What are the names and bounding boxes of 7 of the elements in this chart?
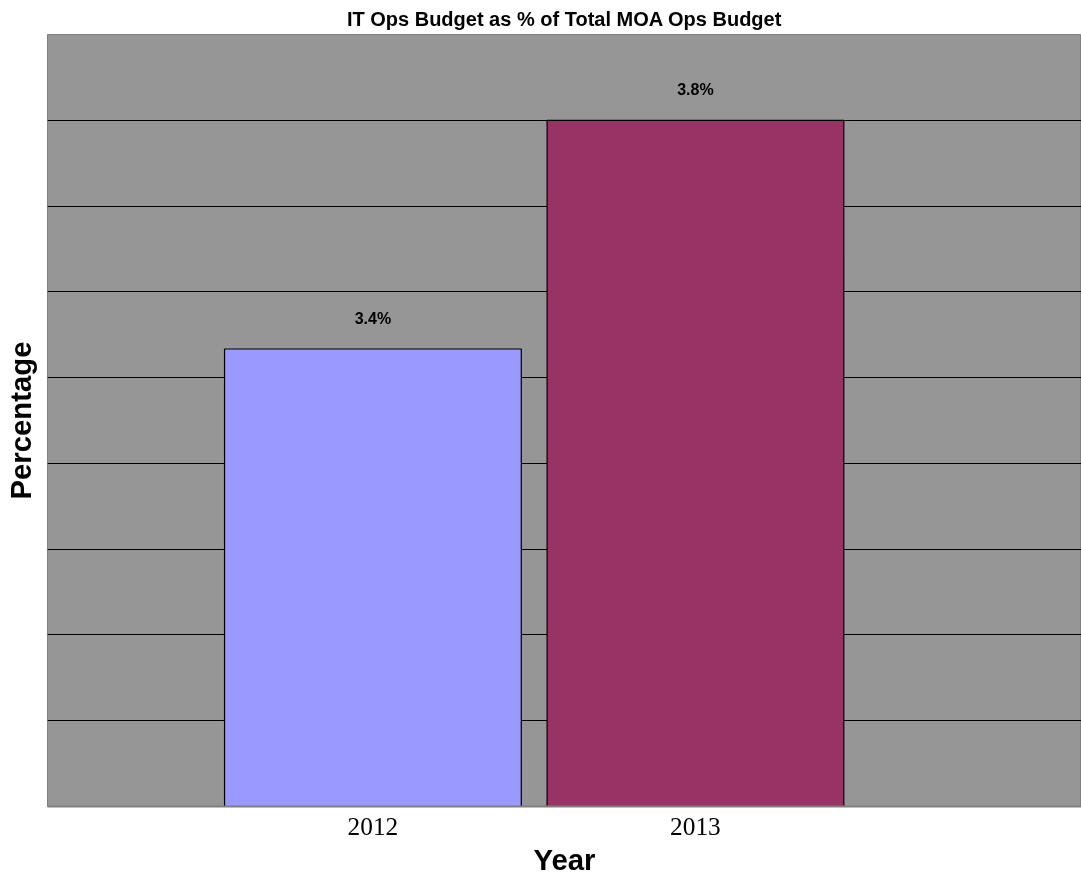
x-tick-label: 2013 bbox=[670, 811, 721, 840]
y-axis-title: Percentage bbox=[3, 341, 37, 500]
x-axis-title: Year bbox=[533, 842, 596, 876]
x-tick-label: 2012 bbox=[347, 811, 399, 840]
chart-title: IT Ops Budget as % of Total MOA Ops Budget bbox=[346, 7, 782, 30]
data-label: 3.8% bbox=[677, 81, 714, 99]
data-label: 3.4% bbox=[354, 310, 392, 328]
